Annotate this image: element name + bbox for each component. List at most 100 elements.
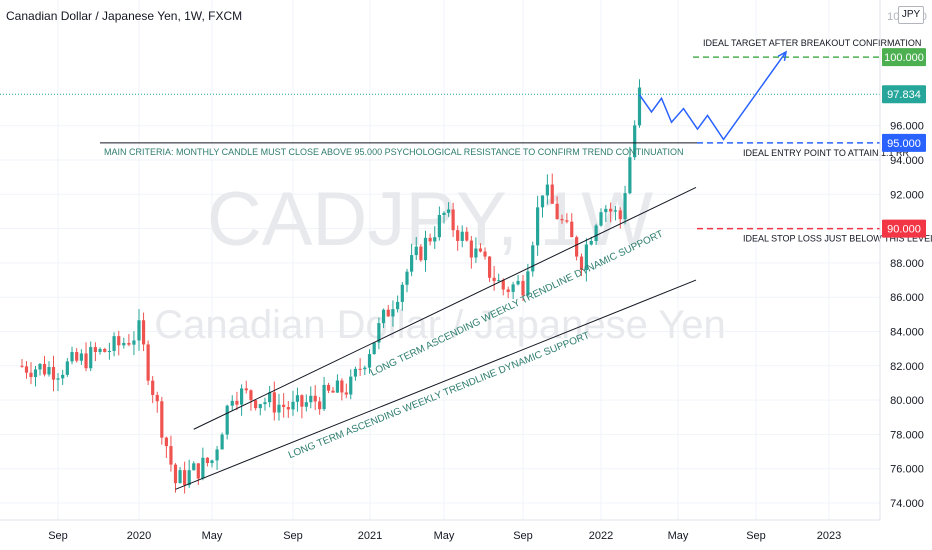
stop-price-tag	[882, 219, 926, 238]
candle-body	[137, 320, 141, 341]
candle-body	[560, 219, 564, 221]
candle-body	[79, 353, 83, 361]
time-tick-label: 2020	[127, 530, 151, 542]
candle-body	[98, 348, 102, 352]
price-tick-label: 88.000	[890, 258, 924, 270]
currency-button[interactable]: JPY	[898, 6, 924, 24]
time-tick-label: 2022	[589, 530, 613, 542]
candle-body	[531, 245, 535, 272]
candle-body	[75, 352, 79, 361]
chart-title: Canadian Dollar / Japanese Yen, 1W, FXCM	[6, 9, 243, 23]
time-tick-label: Sep	[283, 530, 303, 542]
candle-body	[609, 208, 613, 212]
candle-body	[358, 368, 362, 370]
entry-level-note: IDEAL ENTRY POINT TO ATTAIN 1:1 RR	[743, 148, 910, 158]
candle-body	[344, 392, 348, 395]
time-tick-label: May	[668, 530, 689, 542]
projection-path	[638, 50, 788, 141]
candle-body	[460, 231, 464, 241]
trendline-label-2: LONG TERM ASCENDING WEEKLY TRENDLINE DYN…	[287, 330, 591, 461]
candle-body	[254, 400, 258, 409]
candle-body	[594, 225, 598, 242]
candle-body	[419, 246, 423, 261]
candle-body	[555, 203, 559, 220]
candle-body	[127, 342, 131, 345]
candle-body	[304, 402, 308, 407]
resistance-caption: MAIN CRITERIA: MONTHLY CANDLE MUST CLOSE…	[104, 147, 683, 157]
target-price-tag	[882, 48, 926, 67]
candle-body	[391, 309, 395, 317]
candle-body	[540, 195, 545, 208]
candle-body	[201, 457, 205, 479]
price-tick-label: 96.000	[890, 121, 924, 133]
price-tick-label: 80.000	[890, 395, 924, 407]
stop-level-note: IDEAL STOP LOSS JUST BELOW THIS LEVEL	[743, 234, 932, 244]
candle-body	[492, 277, 496, 281]
candle-body	[433, 237, 437, 242]
candle-body	[107, 351, 112, 353]
candle-body	[89, 347, 93, 369]
candle-body	[506, 289, 510, 292]
candle-body	[112, 336, 116, 352]
candle-body	[291, 401, 295, 410]
time-axis[interactable]: Sep 2020 May Sep 2021 May Sep 2022 May Sep 2023	[0, 519, 880, 542]
candle-body	[268, 392, 272, 403]
candle-body	[24, 366, 29, 373]
candle-body	[183, 470, 187, 486]
candle-body	[215, 449, 219, 461]
candle-body	[483, 251, 487, 257]
candle-body	[363, 367, 367, 370]
candle-body	[196, 463, 200, 479]
candle-body	[451, 209, 455, 231]
candle-body	[313, 395, 317, 402]
candle-body	[474, 248, 478, 258]
candle-body	[633, 125, 637, 158]
candle-body	[353, 368, 358, 377]
candle-body	[637, 87, 642, 126]
candle-body	[623, 193, 627, 220]
candle-body	[584, 244, 588, 271]
candle-body	[47, 367, 51, 375]
candle-body	[599, 212, 603, 226]
target-level-note: IDEAL TARGET AFTER BREAKOUT CONFIRMATION	[703, 38, 921, 48]
time-tick-label: Sep	[746, 530, 766, 542]
candle-body	[56, 378, 60, 380]
candle-body	[628, 157, 632, 194]
candle-body	[521, 280, 525, 296]
candle-body	[295, 395, 300, 402]
candle-body	[437, 214, 441, 238]
candle-body	[272, 392, 276, 413]
price-tick-label: 78.000	[890, 429, 924, 441]
candle-body	[239, 388, 244, 405]
candle-body	[478, 248, 483, 252]
candle-body	[322, 384, 326, 410]
candle-body	[613, 210, 618, 212]
candle-body	[286, 407, 290, 410]
candle-body	[367, 354, 372, 368]
candle-body	[386, 309, 390, 317]
candle-body	[400, 284, 404, 302]
time-tick-label: May	[202, 530, 223, 542]
last-price-tag	[882, 85, 926, 104]
projection-arrowhead	[777, 50, 788, 61]
candle-body	[565, 220, 569, 222]
candle-body	[220, 434, 224, 450]
candle-body	[545, 184, 549, 196]
candle-body	[465, 231, 469, 241]
price-tick-label: 92.000	[890, 189, 924, 201]
level-labels: 100.000 95.000 90.000 97.834	[882, 48, 926, 238]
entry-price-tag-label: 95.000	[887, 138, 921, 150]
chart-watermark: CADJPY, 1W Canadian Dollar / Japanese Ye…	[154, 177, 726, 347]
target-price-tag-label: 100.000	[884, 52, 924, 64]
candle-body	[331, 390, 335, 393]
price-axis[interactable]: 74.000 76.000 78.000 80.000 82.000 84.000 86.0…	[879, 0, 927, 520]
candle-body	[20, 365, 24, 367]
candle-body	[604, 208, 608, 213]
price-tick-label: 76.000	[890, 464, 924, 476]
candle-body	[497, 280, 501, 282]
candle-body	[340, 380, 344, 393]
candle-body	[141, 320, 146, 345]
candle-body	[536, 207, 540, 246]
candle-body	[326, 384, 331, 391]
